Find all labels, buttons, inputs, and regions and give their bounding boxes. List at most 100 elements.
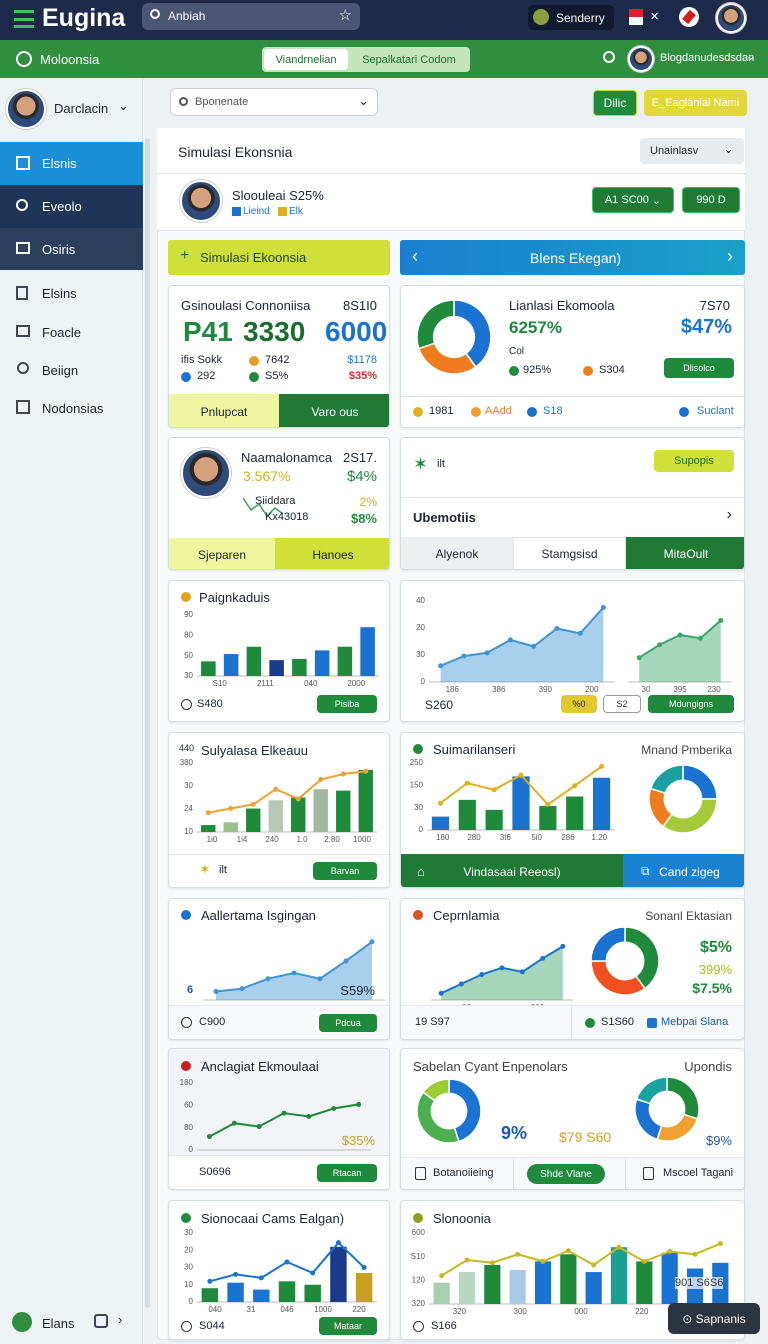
x-tick-label: 1.0 (296, 835, 308, 844)
select[interactable]: Unainlasv ⌄ (640, 138, 744, 164)
card: ✶ ilt Supopis Ubemotiis › Alyenok Stamgs… (400, 437, 745, 570)
button[interactable]: ⌂ Vindasaai Reeosl) (401, 854, 623, 887)
area-chart (203, 939, 385, 1001)
marker (554, 626, 560, 632)
label: Ceprnlamia (433, 908, 500, 923)
button[interactable]: S2 (603, 695, 641, 713)
menu-item[interactable]: Nodonsias (42, 401, 104, 416)
label: S260 (425, 698, 454, 712)
search-box[interactable]: Anbiah ☆ (142, 3, 360, 30)
label: P41 (183, 316, 233, 347)
menu-item[interactable]: Elsnis (0, 142, 143, 185)
marker (572, 783, 578, 789)
marker (717, 1241, 723, 1247)
button[interactable]: Varo ous (279, 394, 389, 427)
label: Blens Ekegan) (530, 250, 622, 266)
label[interactable]: Ubemotiis (413, 510, 476, 525)
button[interactable]: Hanoes (275, 538, 389, 569)
marker (464, 780, 470, 786)
x-tick-label: 240 (265, 835, 279, 844)
button[interactable]: Dilic (593, 90, 637, 116)
x-tick-label: 1i4 (237, 835, 248, 844)
shape (415, 1167, 426, 1180)
x-tick-label: 220 (352, 1305, 366, 1314)
tab[interactable]: Stamgsisd (513, 537, 626, 569)
button[interactable]: ⧉ Cand zigeg (623, 854, 744, 887)
combo-chart: 250 150 30 0 180 280 3t6 5i0 286 1.20 (410, 758, 615, 842)
donut-segment (634, 1098, 663, 1141)
flag-icon (629, 9, 643, 25)
icon (471, 407, 481, 417)
bar (458, 1272, 476, 1304)
label: $9% (705, 1133, 732, 1148)
menu-item[interactable]: Elsins (42, 286, 77, 301)
button[interactable]: A1 SC00 ⌄ (592, 187, 674, 213)
bar (304, 1284, 321, 1302)
button[interactable]: Shde Vlane (527, 1164, 605, 1184)
shape (413, 1321, 424, 1332)
tab[interactable]: Sepalkatari Codom (362, 53, 456, 66)
marker (340, 771, 346, 777)
tab[interactable]: MitaOult (626, 537, 744, 569)
shape (181, 699, 192, 710)
label: 3330 (243, 316, 306, 347)
button[interactable]: %0 (561, 695, 597, 713)
shape (513, 1158, 514, 1189)
button[interactable]: E_Eaglanial Nami (644, 90, 747, 116)
button[interactable]: Barvan (313, 862, 377, 880)
button[interactable]: 990 D (682, 187, 740, 213)
button[interactable]: Rtacan (317, 1164, 377, 1182)
label: Unainlasv (650, 145, 699, 157)
button[interactable]: Pdcua (319, 1014, 377, 1032)
tab[interactable]: Alyenok (401, 537, 513, 569)
bar (227, 1282, 244, 1302)
bar (539, 805, 557, 830)
button[interactable]: Pnlupcat (169, 394, 279, 427)
button[interactable]: Supopis (654, 450, 734, 472)
label: 3.567% (243, 468, 291, 484)
x-tick-label: 31 (247, 1305, 256, 1314)
panel-title: Simulasi Ekonsnia (178, 144, 293, 160)
button[interactable]: Sjeparen (169, 538, 275, 569)
marker (369, 939, 375, 945)
combo-chart: 30 20 30 10 0 040 31 046 1000 220 (184, 1228, 377, 1314)
menu-item[interactable]: Osiris (0, 228, 143, 270)
label: Sulyalasa Elkeauu (201, 743, 308, 758)
label: 19 S97 (415, 1016, 450, 1028)
donut-segment (453, 299, 492, 368)
line (208, 1103, 359, 1138)
y-tick-label: 0 (189, 1297, 194, 1306)
label: 7642 (265, 354, 290, 366)
user-pill[interactable]: Senderry (528, 5, 614, 30)
marker (231, 1120, 237, 1126)
shape: ⊙ (682, 1311, 696, 1326)
button[interactable]: Mdungigns (648, 695, 734, 713)
fab[interactable]: ⊙ Sapnanis (668, 1303, 760, 1334)
brand: Moloonsia (40, 52, 100, 67)
card: Suimarilanseri Mnand Pmberika 250 150 30 0 1… (400, 732, 745, 888)
icon (181, 372, 191, 382)
label: $79 S60 (559, 1129, 612, 1145)
label: $5% (699, 939, 732, 956)
button[interactable]: Dlisolco (664, 358, 734, 378)
marker (343, 958, 349, 964)
shape: › (118, 1312, 123, 1327)
label: Siiddara (255, 495, 296, 507)
area-chart: 40 20 30 0 186 386 390 200 (416, 596, 615, 694)
marker (489, 1260, 495, 1266)
bar (201, 1288, 219, 1302)
button[interactable]: Mataar (319, 1317, 377, 1335)
tab[interactable]: Viandrnelian (264, 49, 348, 70)
label: S480 (197, 698, 223, 710)
label: 1981 (429, 405, 454, 417)
menu-item[interactable]: Foacle (42, 325, 82, 340)
shape (16, 51, 32, 67)
menu-item[interactable]: Beiign (42, 363, 79, 378)
marker (464, 1257, 470, 1263)
icon (181, 1213, 191, 1223)
search-text: Anbiah (168, 9, 206, 23)
x-tick-label: 180 (436, 833, 450, 842)
select[interactable]: Bponenate ⌄ (170, 88, 378, 116)
button[interactable]: Pisiba (317, 695, 377, 713)
